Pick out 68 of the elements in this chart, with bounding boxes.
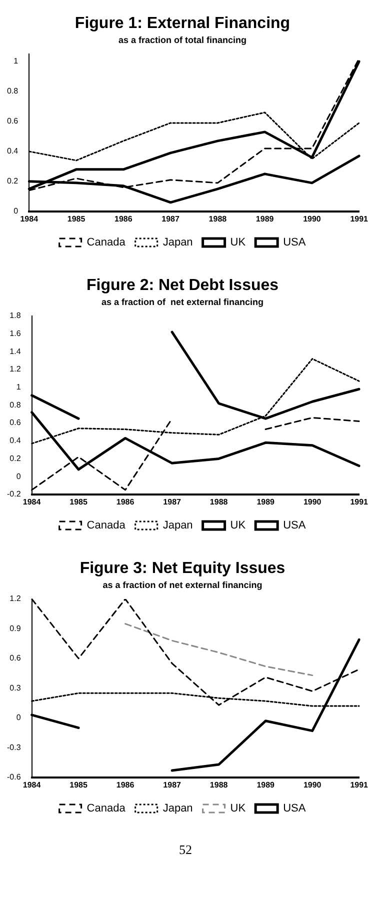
x-tick-label: 1987 <box>163 780 182 790</box>
y-tick-label: 1.2 <box>10 364 22 374</box>
y-tick-label: 1 <box>14 56 19 66</box>
y-tick-label: 0.8 <box>10 400 22 410</box>
x-tick-label: 1989 <box>256 214 274 224</box>
legend-label: Japan <box>162 802 193 815</box>
x-tick-label: 1984 <box>20 214 39 224</box>
line-series <box>124 623 314 676</box>
x-tick-label: 1985 <box>70 780 88 790</box>
legend-label: USA <box>283 802 306 815</box>
y-tick-label: -0.6 <box>6 772 22 782</box>
y-tick-label: 0.6 <box>10 418 22 428</box>
legend-label: Japan <box>162 236 193 249</box>
x-tick-label: 1985 <box>67 214 86 224</box>
x-tick-label: 1987 <box>162 214 180 224</box>
y-tick-label: 0 <box>16 713 22 722</box>
x-tick-label: 1986 <box>114 214 133 224</box>
x-tick-label: 1991 <box>350 497 369 506</box>
legend-label: UK <box>230 520 246 532</box>
chart-subtitle: as a fraction of net external financing <box>101 297 264 308</box>
y-tick-label: -0.3 <box>6 742 22 752</box>
chart-subtitle: as a fraction of net external financing <box>102 580 262 590</box>
x-tick-label: 1985 <box>70 497 88 506</box>
y-tick-label: 1.8 <box>10 311 22 320</box>
legend-label: Canada <box>86 236 126 249</box>
chart-title: Figure 1: External Financing <box>74 15 290 32</box>
y-tick-label: 1 <box>16 382 22 392</box>
x-tick-label: 1990 <box>303 214 322 224</box>
x-tick-label: 1988 <box>210 780 228 790</box>
x-tick-label: 1988 <box>210 497 228 506</box>
x-tick-label: 1989 <box>256 780 276 790</box>
x-tick-label: 1990 <box>303 497 322 506</box>
legend-label: UK <box>230 802 246 815</box>
y-tick-label: 0.3 <box>10 683 22 692</box>
legend-label: Japan <box>162 520 193 532</box>
legend-label: USA <box>283 520 306 532</box>
x-tick-label: 1984 <box>22 497 42 506</box>
y-tick-label: 0.6 <box>10 654 22 663</box>
x-tick-label: 1991 <box>350 214 369 224</box>
legend-label: USA <box>283 236 306 249</box>
chart-subtitle: as a fraction of total financing <box>118 35 247 46</box>
x-tick-label: 1987 <box>163 497 182 506</box>
y-tick-label: 0.4 <box>6 146 19 156</box>
y-tick-label: 1.2 <box>10 594 22 604</box>
x-tick-label: 1984 <box>22 780 42 790</box>
y-tick-label: 0 <box>16 472 22 481</box>
legend-label: UK <box>230 236 246 249</box>
legend-label: Canada <box>86 520 126 532</box>
chart-title: Figure 3: Net Equity Issues <box>80 560 286 578</box>
y-tick-label: 0.2 <box>6 176 19 186</box>
y-tick-label: 0 <box>14 206 19 216</box>
x-tick-label: 1986 <box>116 780 135 790</box>
y-tick-label: 1.4 <box>10 346 22 356</box>
text: 52 <box>178 842 193 858</box>
y-tick-label: 0.6 <box>6 116 19 126</box>
x-tick-label: 1986 <box>116 497 135 506</box>
y-tick-label: 1.6 <box>10 329 22 338</box>
x-tick-label: 1990 <box>303 780 322 790</box>
y-tick-label: 0.8 <box>6 86 19 96</box>
legend-label: Canada <box>86 802 126 815</box>
x-tick-label: 1988 <box>208 214 228 224</box>
x-tick-label: 1991 <box>350 780 369 790</box>
chart-title: Figure 2: Net Debt Issues <box>86 277 279 294</box>
y-tick-label: -0.2 <box>6 490 22 499</box>
y-tick-label: 0.9 <box>10 624 22 633</box>
y-tick-label: 0.2 <box>10 454 22 463</box>
x-tick-label: 1989 <box>256 497 276 506</box>
y-tick-label: 0.4 <box>10 436 22 446</box>
